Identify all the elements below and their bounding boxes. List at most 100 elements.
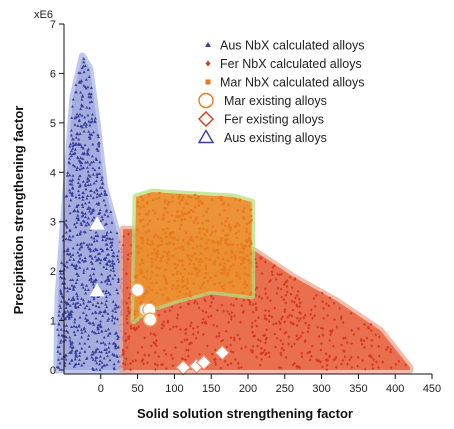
calc-point-fer [321,365,324,369]
calc-point-aus [73,320,77,324]
calc-point-mar [214,274,217,278]
calc-point-aus [78,303,82,306]
calc-point-aus [81,152,85,155]
calc-point-fer [285,285,289,289]
calc-point-mar [149,277,152,280]
calc-point-fer [374,333,378,337]
calc-point-aus [64,335,68,339]
calc-point-fer [210,300,213,305]
calc-point-aus [97,193,101,197]
calc-point-aus [85,180,89,183]
calc-point-mar [186,202,189,206]
calc-point-mar [133,275,137,278]
calc-point-aus [105,208,109,212]
calc-point-aus [69,315,73,318]
calc-point-fer [319,342,323,346]
calc-point-aus [96,347,100,351]
calc-point-aus [90,355,94,359]
calc-point-fer [215,335,219,339]
calc-point-aus [80,214,84,218]
calc-point-aus [77,80,81,84]
calc-point-aus [106,247,110,251]
calc-point-fer [204,321,208,326]
calc-point-aus [59,275,63,279]
calc-point-fer [324,358,328,362]
calc-point-aus [97,305,101,309]
calc-point-aus [92,181,96,185]
calc-point-fer [254,293,257,297]
calc-point-aus [67,237,71,241]
calc-point-mar [193,193,197,197]
calc-point-aus [82,70,86,74]
calc-point-aus [87,200,91,204]
calc-point-fer [128,292,132,296]
calc-point-aus [87,119,91,123]
calc-point-aus [88,106,92,110]
calc-point-fer [298,301,302,305]
calc-point-fer [232,336,236,340]
calc-point-aus [89,183,93,186]
calc-point-mar [189,216,192,219]
calc-point-fer [298,304,302,309]
calc-point-aus [59,288,63,292]
calc-point-mar [146,238,149,241]
calc-point-aus [91,366,95,370]
calc-point-aus [94,367,98,371]
y-tick-label: 7 [50,19,56,31]
calc-point-aus [85,221,89,224]
calc-point-mar [204,264,207,267]
calc-point-fer [121,243,125,247]
calc-point-mar [230,251,234,255]
calc-point-aus [106,354,110,358]
calc-point-mar [155,292,158,295]
calc-point-fer [283,320,287,324]
calc-point-aus [59,306,63,310]
calc-point-mar [139,247,143,250]
calc-point-aus [86,113,90,117]
calc-point-fer [356,364,360,368]
calc-point-aus [74,352,78,356]
calc-point-aus [96,301,100,304]
calc-point-fer [125,301,129,305]
calc-point-mar [155,266,159,269]
calc-point-aus [92,279,96,282]
calc-point-fer [255,286,259,290]
calc-point-fer [300,351,304,355]
calc-point-fer [127,296,131,300]
calc-point-mar [167,258,170,261]
calc-point-mar [163,200,167,203]
calc-point-mar [164,207,168,210]
calc-point-aus [103,223,107,226]
calc-point-aus [97,142,101,146]
calc-point-aus [100,178,104,182]
calc-point-aus [67,315,71,319]
calc-point-fer [307,323,311,327]
calc-point-aus [71,246,75,250]
calc-point-aus [91,350,95,353]
x-tick-label: 100 [165,383,183,395]
calc-point-mar [155,281,158,284]
calc-point-mar [142,296,145,299]
calc-point-mar [140,258,144,262]
calc-point-mar [227,226,231,229]
calc-point-aus [76,305,80,309]
calc-point-fer [313,304,317,308]
calc-point-aus [89,276,93,280]
calc-point-mar [186,287,189,290]
calc-point-fer [153,342,157,346]
calc-point-aus [89,211,93,215]
calc-point-mar [159,288,162,291]
calc-point-fer [267,319,271,323]
calc-point-mar [245,238,248,242]
calc-point-aus [73,147,77,151]
calc-point-aus [77,196,81,200]
calc-point-mar [181,264,184,267]
calc-point-fer [141,357,145,362]
calc-point-aus [65,252,69,255]
calc-point-fer [153,350,157,355]
calc-point-mar [138,296,141,299]
calc-point-mar [199,252,203,255]
calc-point-fer [230,310,234,315]
calc-point-fer [280,295,284,299]
calc-point-aus [100,365,104,369]
